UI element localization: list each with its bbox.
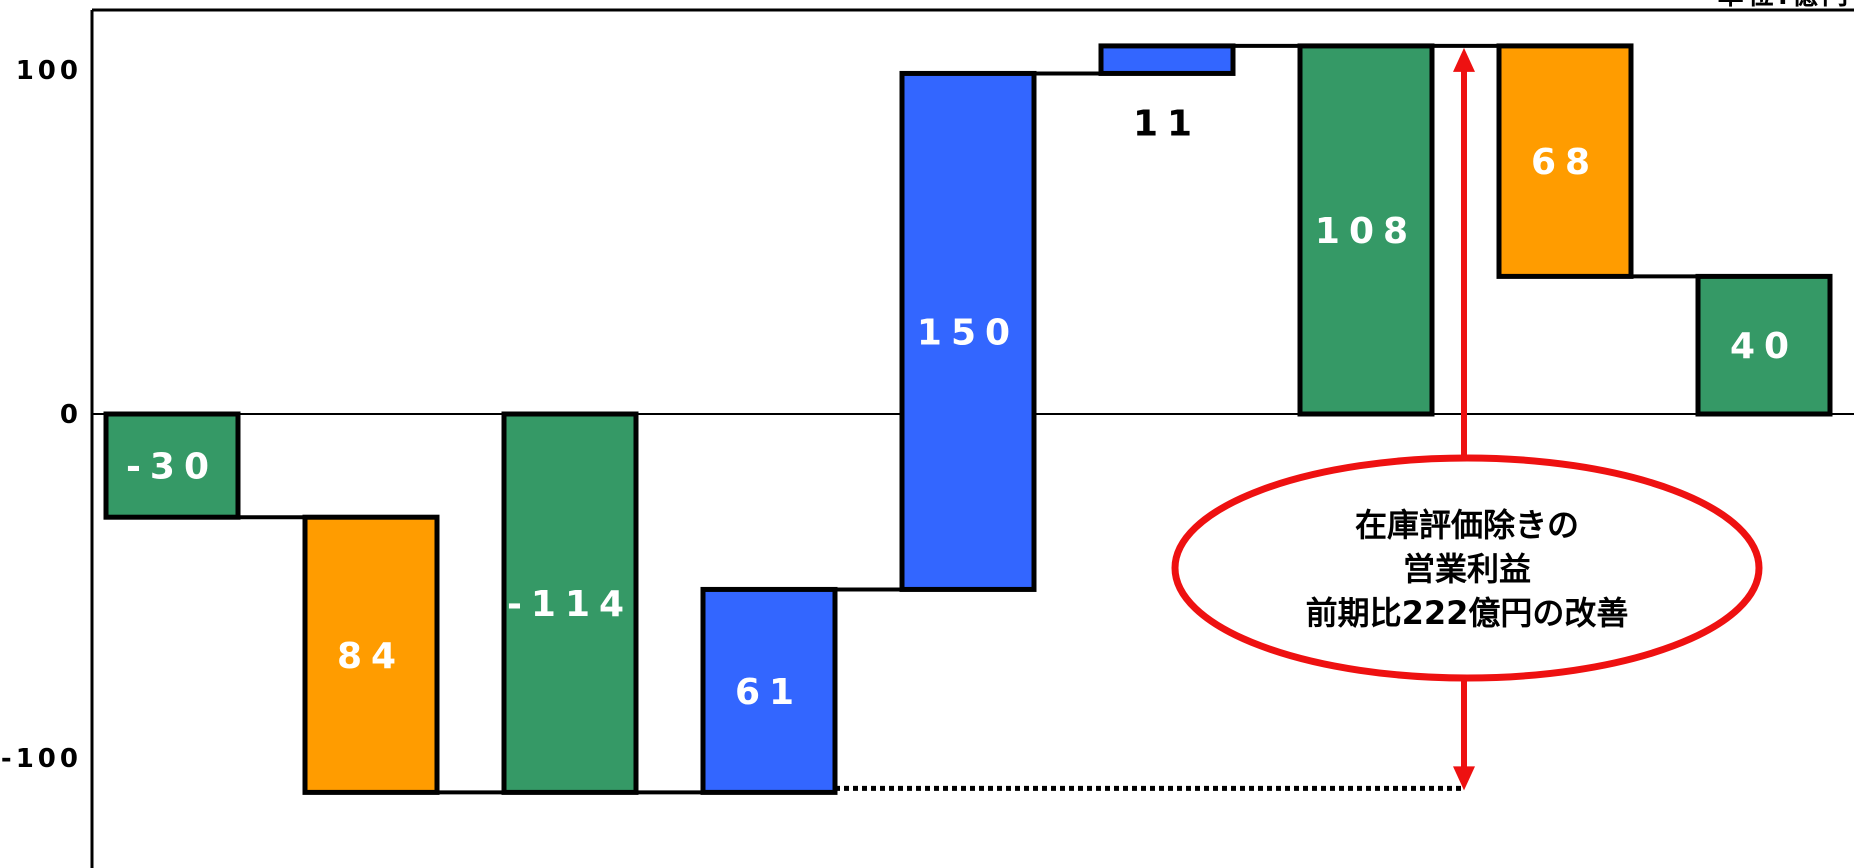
bar: [302, 514, 440, 795]
bar-value-label: 108: [1315, 211, 1417, 252]
annotation-ellipse: [1171, 454, 1763, 682]
improvement-annotation: 在庫評価除きの 営業利益 前期比222億円の改善: [835, 47, 1763, 791]
annotation-text-line: 前期比222億円の改善: [1306, 594, 1629, 632]
bar: [1695, 273, 1833, 417]
bar: [1098, 43, 1236, 76]
bar-value-label: -30: [126, 447, 218, 488]
unit-label: 単位:億円: [1718, 0, 1852, 11]
axes: 100 0 -100: [1, 8, 1854, 868]
bar: [501, 411, 639, 795]
bar-labels: -30 84 -114 61 150 11 108 68 40: [126, 103, 1798, 713]
bar-value-label: 68: [1531, 142, 1599, 183]
bar-value-label: 11: [1133, 103, 1201, 144]
bar: [700, 586, 838, 795]
bar-value-label: -114: [507, 584, 633, 625]
bar-value-label: 40: [1730, 326, 1798, 367]
connector-lines: [238, 43, 1698, 795]
bars: [103, 43, 1833, 795]
bar-value-label: 84: [337, 636, 405, 677]
bar-value-label: 61: [735, 672, 803, 713]
bar: [1297, 43, 1435, 417]
bar: [1496, 43, 1634, 279]
annotation-text-line: 在庫評価除きの: [1355, 506, 1579, 544]
bar-value-label: 150: [917, 312, 1019, 353]
bar: [899, 70, 1037, 592]
annotation-text-line: 営業利益: [1403, 550, 1531, 588]
arrowhead-down-icon: [1453, 766, 1475, 791]
arrowhead-up-icon: [1453, 47, 1475, 72]
y-tick-label: 100: [16, 56, 82, 86]
y-tick-label: -100: [1, 744, 82, 774]
y-tick-label: 0: [60, 400, 82, 430]
bar: [103, 411, 241, 520]
